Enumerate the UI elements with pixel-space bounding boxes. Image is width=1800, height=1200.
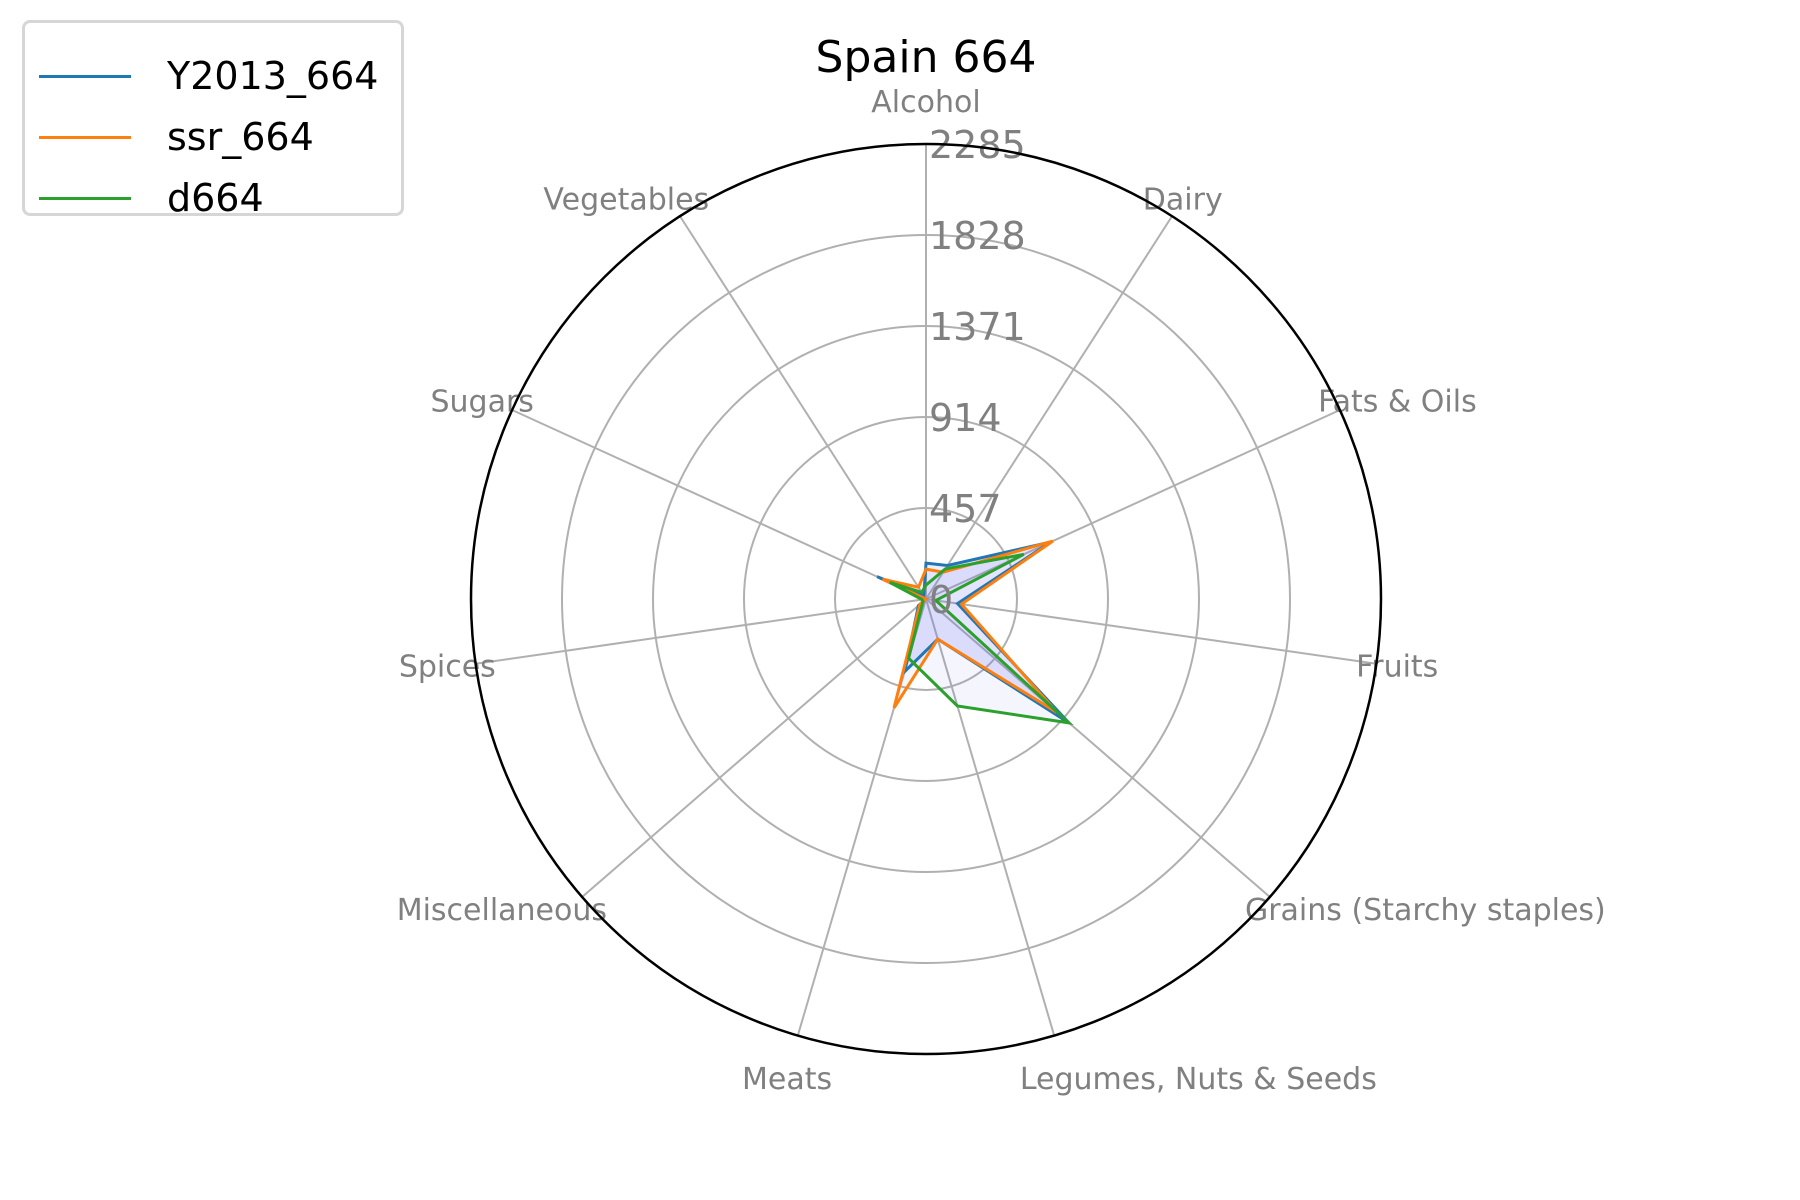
series-fill xyxy=(889,554,1069,723)
legend: Y2013_664 ssr_664 d664 xyxy=(22,20,404,220)
grid-spoke xyxy=(925,598,1271,898)
category-label: Dairy xyxy=(1143,182,1223,217)
category-label: Sugars xyxy=(430,385,533,420)
tick-label: 1828 xyxy=(929,214,1026,258)
legend-label-ssr: ssr_664 xyxy=(167,115,314,159)
grid-spoke xyxy=(925,598,1056,1036)
category-labels: Alcohol Dairy Fats & Oils Fruits Grains (Sta… xyxy=(397,85,1606,1097)
tick-label: 914 xyxy=(929,396,1002,440)
outer-ring xyxy=(469,142,1383,1056)
grid-spoke xyxy=(679,215,927,600)
category-label: Grains (Starchy staples) xyxy=(1245,893,1606,928)
grid-spoke xyxy=(581,598,927,898)
legend-label-d664: d664 xyxy=(167,176,264,220)
legend-item-d664: d664 xyxy=(39,173,264,223)
series-line-2 xyxy=(889,552,1074,726)
series-line-1 xyxy=(881,539,1059,714)
legend-label-y2013: Y2013_664 xyxy=(167,54,379,98)
category-label: Alcohol xyxy=(871,85,980,120)
grid-spoke xyxy=(925,215,1173,600)
category-label: Miscellaneous xyxy=(397,893,607,928)
legend-swatch-ssr xyxy=(39,135,131,139)
legend-swatch-d664 xyxy=(39,196,131,200)
legend-item-y2013: Y2013_664 xyxy=(39,51,378,101)
grid-spoke xyxy=(475,598,927,665)
grid-spoke xyxy=(925,598,1377,665)
tick-label: 1371 xyxy=(929,305,1026,349)
grid-spoke xyxy=(925,409,1341,600)
category-label: Meats xyxy=(742,1062,832,1097)
tick-label: 457 xyxy=(929,487,1002,531)
legend-swatch-y2013 xyxy=(39,74,131,78)
grid-spoke xyxy=(511,409,927,600)
category-label: Vegetables xyxy=(543,182,709,217)
category-label: Fats & Oils xyxy=(1318,385,1477,420)
category-label: Legumes, Nuts & Seeds xyxy=(1020,1062,1377,1097)
tick-label: 0 xyxy=(929,578,953,622)
series-lines xyxy=(876,539,1074,726)
category-label: Fruits xyxy=(1356,650,1438,685)
legend-item-ssr: ssr_664 xyxy=(39,112,314,162)
category-label: Spices xyxy=(399,650,496,685)
chart-title: Spain 664 xyxy=(816,32,1037,83)
